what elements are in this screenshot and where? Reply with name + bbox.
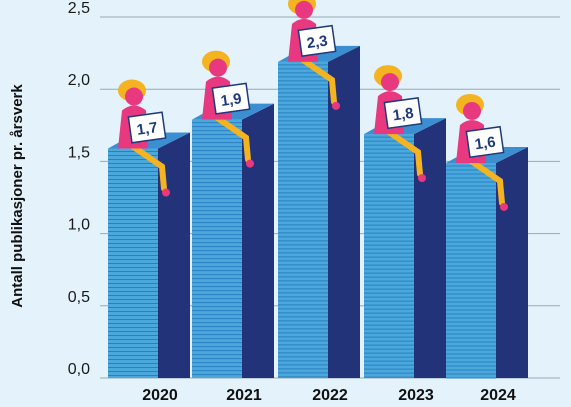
value-sign [297, 24, 337, 57]
figure-leg [211, 112, 251, 163]
bar-stripes [278, 64, 328, 378]
y-axis-label: Antall publikasjoner pr. årsverk [9, 84, 26, 308]
y-tick-label: 0,5 [68, 289, 90, 306]
x-tick-label: 2024 [480, 387, 516, 404]
figure-shoe [332, 101, 340, 110]
figure-head [125, 87, 143, 106]
y-tick-label: 0,0 [68, 361, 90, 378]
x-axis-categories: 2020 2021 2022 2023 2024 [142, 387, 516, 404]
x-tick-label: 2022 [312, 387, 348, 404]
figure-leg [127, 141, 167, 192]
bar-side [414, 118, 446, 378]
x-tick-label: 2023 [398, 387, 434, 404]
figure-head [209, 58, 227, 77]
figure-head [463, 101, 481, 120]
bar-2020 [108, 132, 190, 378]
bar-2024 [446, 146, 528, 379]
figure-head [381, 73, 399, 92]
figure-leg [297, 54, 337, 105]
figure-shoe [246, 159, 254, 168]
bar-side [328, 45, 360, 378]
y-tick-label: 2,5 [68, 0, 90, 17]
figure-2024: 1,6 [456, 93, 508, 211]
data-label: 1,6 [474, 134, 497, 154]
x-tick-label: 2021 [226, 387, 262, 404]
bar-side [242, 103, 274, 378]
figure-2020: 1,7 [118, 79, 170, 197]
figure-2023: 1,8 [374, 65, 426, 183]
data-label: 1,8 [392, 105, 415, 125]
data-label: 1,9 [220, 90, 243, 110]
value-sign [127, 111, 167, 144]
bar-stripes [192, 122, 242, 376]
y-tick-label: 1,5 [68, 144, 90, 161]
bars [108, 45, 528, 379]
figure-2022: 2,3 [288, 0, 340, 110]
x-tick-label: 2020 [142, 387, 178, 404]
data-label: 1,7 [136, 119, 159, 139]
figure-2021: 1,9 [202, 50, 254, 168]
y-tick-label: 1,0 [68, 217, 90, 234]
bar-2022 [278, 45, 360, 378]
figure-head [295, 0, 313, 19]
figure-leg [383, 127, 423, 178]
figures: 1,7 1,9 2,3 1,8 1,6 [118, 0, 508, 211]
figure-leg [465, 155, 505, 206]
figure-shoe [418, 174, 426, 183]
bar-stripes [364, 136, 414, 378]
value-sign [383, 96, 423, 130]
value-sign [465, 125, 505, 159]
figure-shoe [500, 202, 508, 211]
value-sign [211, 82, 251, 115]
bar-2023 [364, 118, 446, 378]
data-label: 2,3 [306, 32, 329, 52]
y-axis-ticks: 0,0 0,5 1,0 1,5 2,0 2,5 [68, 0, 90, 378]
y-tick-label: 2,0 [68, 72, 90, 89]
figure-shoe [162, 188, 170, 197]
bar-2021 [192, 103, 274, 378]
